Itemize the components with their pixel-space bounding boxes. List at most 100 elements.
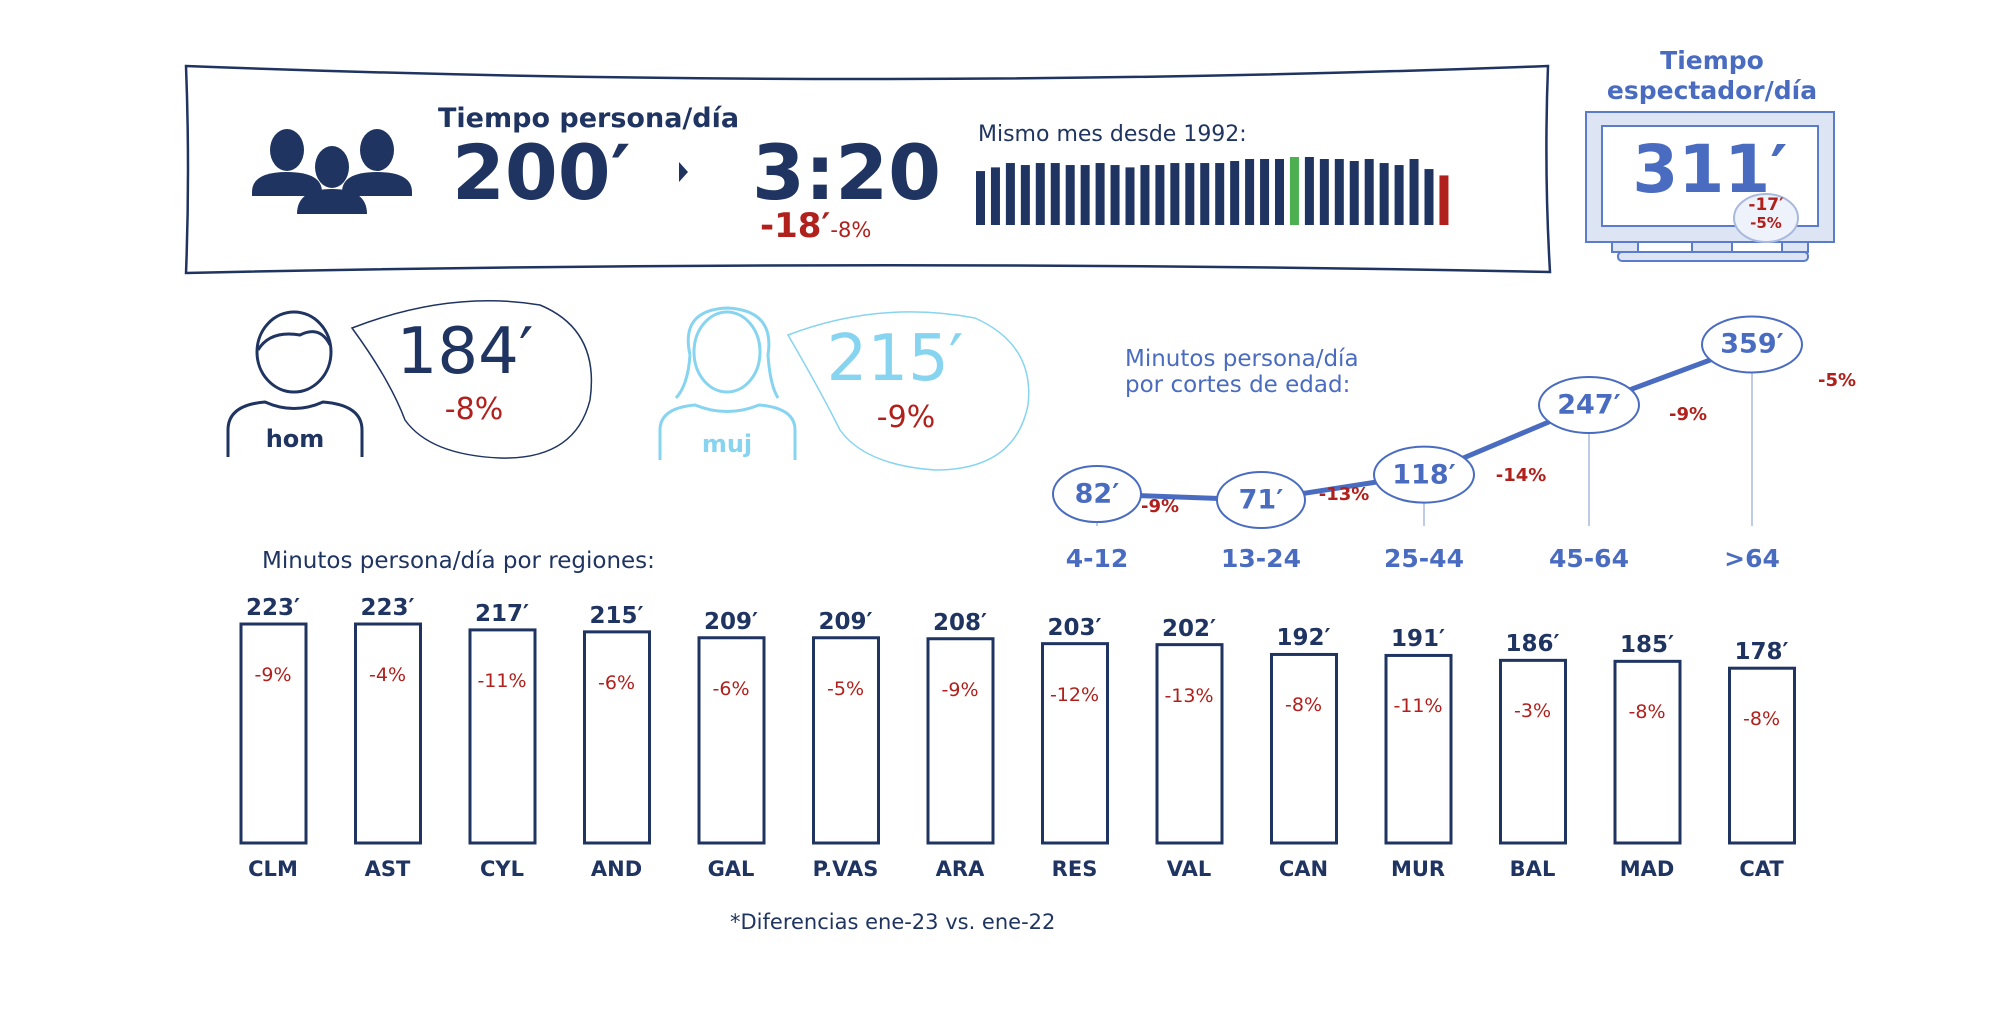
history-bar [1245,159,1255,225]
woman-pct: -9% [876,400,936,435]
history-bar [1005,163,1015,225]
age-change-label: -9% [1140,496,1180,517]
history-bar [1200,163,1210,225]
header-diff: -18′-8% [760,206,871,246]
history-bar [1170,163,1180,225]
age-point [1701,315,1803,374]
region-bar [926,637,995,845]
header-diff-minutes: -18′ [760,206,831,246]
region-bar [239,622,308,845]
region-value-label: 192′ [1276,625,1331,652]
history-bar [1185,163,1195,225]
region-change-label: -11% [1393,695,1443,718]
header-hours: 3:20 [752,128,942,217]
region-change-label: -8% [1285,694,1322,717]
history-bar [1035,163,1045,225]
region-change-label: -13% [1164,684,1214,707]
age-point [1373,445,1475,504]
region-category-label: MAD [1619,857,1675,881]
region-value-label: 185′ [1619,632,1675,659]
history-bar [1020,165,1030,225]
region-value-label: 186′ [1505,631,1560,658]
history-bar [1080,165,1090,225]
history-bar [1140,165,1150,225]
history-bar [990,167,1000,225]
age-change-label: -9% [1668,404,1708,425]
age-category-label: 13-24 [1221,544,1301,573]
region-change-label: -6% [712,677,750,700]
man-pct: -8% [444,392,504,427]
region-category-label: RES [1051,857,1098,881]
region-value-label: 209′ [703,608,759,635]
tv-icon [1585,111,1835,262]
history-label: Mismo mes desde 1992: [978,122,1247,147]
age-point [1216,471,1306,529]
viewer-diff-minutes: -17′ [1748,195,1784,215]
history-bar [1155,165,1165,225]
region-category-label: CAT [1739,857,1784,881]
region-category-label: P.VAS [812,857,879,881]
viewer-title-line1: Tiempo [1660,46,1764,75]
age-line-chart [1052,315,1803,529]
woman-icon [658,306,797,460]
region-value-label: 203′ [1047,614,1102,641]
region-change-label: -3% [1514,700,1551,723]
region-value-label: 178′ [1734,639,1789,666]
region-change-label: -9% [254,664,292,686]
history-bar [1260,159,1270,225]
viewer-value: 311′ [1632,131,1788,208]
history-bar [1050,163,1060,225]
man-label: hom [265,425,325,453]
region-value-label: 208′ [932,609,988,636]
region-value-label: 217′ [474,600,530,627]
age-change-label: -5% [1817,370,1857,391]
region-bar [354,622,422,845]
history-bar [1439,175,1449,225]
region-bar [1041,642,1109,845]
age-value-label: 247′ [1557,389,1621,421]
history-bar [1379,163,1389,225]
arrow-right-icon [679,162,688,182]
header-title: Tiempo persona/día [438,103,740,134]
man-value: 184′ [396,315,534,389]
region-category-label: AND [590,857,643,881]
history-bar [1334,159,1344,225]
region-value-label: 223′ [360,595,415,621]
region-category-label: CLM [248,857,298,881]
age-category-label: 4-12 [1065,544,1129,573]
region-value-label: 191′ [1390,626,1446,653]
age-category-label: 25-44 [1384,544,1464,573]
history-bar [1125,167,1135,225]
history-bar [1319,159,1329,225]
region-category-label: GAL [707,857,755,881]
history-bar [1349,161,1359,225]
man-speech-bubble [350,300,593,459]
region-value-label: 223′ [245,595,301,621]
woman-label: muj [701,430,753,458]
age-value-label: 82′ [1074,478,1120,510]
age-change-label: -13% [1318,484,1370,505]
region-bar [583,630,651,845]
region-bar [468,628,537,845]
region-bar [697,636,766,845]
region-bar [1270,652,1338,845]
people-group-icon [252,129,412,214]
region-change-label: -8% [1628,701,1666,724]
region-category-label: CYL [480,857,524,881]
history-bar [976,171,985,225]
history-bar [1289,157,1299,225]
history-bar [1275,159,1284,225]
region-value-label: 202′ [1161,615,1217,642]
region-bar [1728,666,1796,845]
region-change-label: -8% [1743,708,1780,731]
region-bar-chart [239,622,1796,845]
history-bar [1110,165,1120,225]
region-bar [812,636,880,845]
region-category-label: VAL [1166,857,1212,881]
header-diff-pct: -8% [830,218,872,242]
age-chart-title-line2: por cortes de edad: [1125,372,1351,398]
history-bar [1394,165,1404,225]
region-category-label: BAL [1509,857,1556,881]
age-value-label: 359′ [1720,328,1784,360]
